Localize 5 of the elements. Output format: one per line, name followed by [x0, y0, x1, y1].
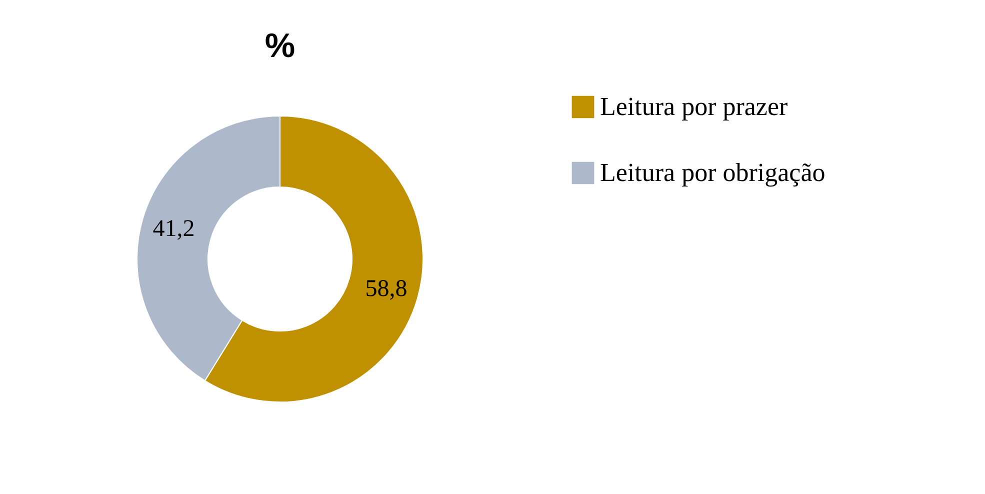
chart-title: %: [264, 27, 296, 65]
data-label: 58,8: [365, 276, 408, 302]
legend-label: Leitura por prazer: [600, 92, 788, 121]
data-label: 41,2: [152, 216, 195, 242]
legend-label: Leitura por obrigação: [600, 158, 826, 187]
